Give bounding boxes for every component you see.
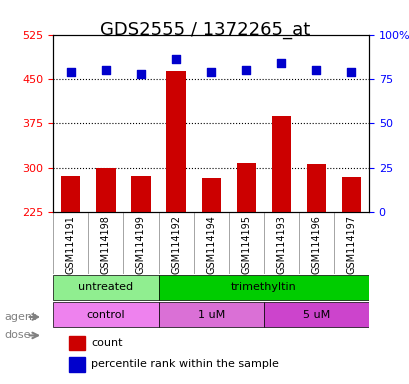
Bar (201, 178, 220, 212)
Point (67, 69, 74, 75)
Text: GSM114192: GSM114192 (171, 215, 181, 274)
Text: percentile rank within the sample: percentile rank within the sample (91, 359, 279, 369)
Point (277, 60, 284, 66)
Text: 1 uM: 1 uM (197, 310, 224, 320)
Bar (69, 357, 85, 372)
Point (312, 67, 319, 73)
Bar (236, 163, 255, 212)
Point (102, 67, 109, 73)
Bar (61, 175, 80, 212)
Text: GSM114199: GSM114199 (136, 215, 146, 274)
Text: GSM114197: GSM114197 (346, 215, 355, 274)
FancyBboxPatch shape (263, 303, 368, 327)
Text: count: count (91, 338, 122, 348)
Bar (166, 71, 185, 212)
Point (207, 69, 214, 75)
Text: trimethyltin: trimethyltin (230, 283, 296, 293)
Point (347, 69, 354, 75)
Text: GSM114191: GSM114191 (66, 215, 76, 274)
Text: untreated: untreated (78, 283, 133, 293)
FancyBboxPatch shape (158, 275, 368, 300)
Text: GSM114193: GSM114193 (276, 215, 285, 274)
Point (137, 71, 144, 77)
Bar (69, 336, 85, 350)
Bar (271, 116, 290, 212)
Text: GSM114196: GSM114196 (310, 215, 321, 274)
Point (172, 56, 179, 63)
Text: GDS2555 / 1372265_at: GDS2555 / 1372265_at (100, 21, 309, 39)
Text: GSM114198: GSM114198 (101, 215, 111, 274)
Bar (341, 177, 360, 212)
Bar (96, 169, 115, 212)
FancyBboxPatch shape (53, 275, 158, 300)
Text: control: control (86, 310, 125, 320)
Text: dose: dose (4, 330, 31, 340)
Bar (131, 176, 150, 212)
Bar (306, 164, 325, 212)
FancyBboxPatch shape (53, 303, 158, 327)
Text: agent: agent (4, 312, 36, 322)
Text: GSM114195: GSM114195 (240, 215, 251, 274)
Text: GSM114194: GSM114194 (206, 215, 216, 274)
FancyBboxPatch shape (158, 303, 263, 327)
Text: 5 uM: 5 uM (302, 310, 329, 320)
Point (243, 67, 249, 73)
